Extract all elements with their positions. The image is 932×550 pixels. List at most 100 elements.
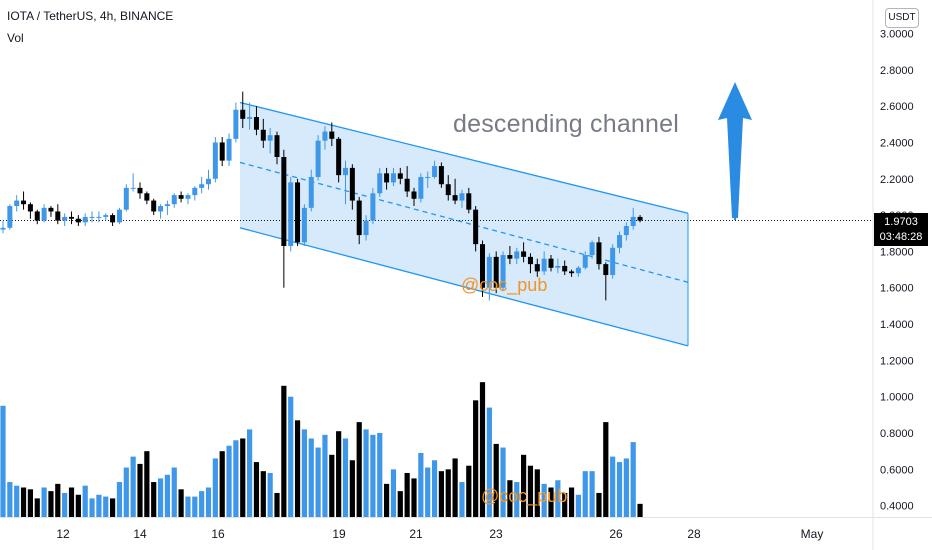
candle-body — [432, 166, 438, 177]
volume-bar — [226, 445, 232, 517]
volume-bar — [233, 440, 239, 517]
candle-body — [123, 187, 129, 210]
volume-bar — [637, 503, 643, 517]
candle-body — [384, 173, 390, 183]
candle-body — [301, 207, 307, 243]
x-tick-label: May — [801, 527, 824, 541]
volume-bar — [384, 483, 390, 517]
volume-bar — [404, 472, 410, 517]
candle-body — [62, 216, 68, 221]
last-price-value: 1.9703 — [884, 216, 918, 228]
volume-bar — [68, 487, 75, 517]
y-tick-label: 1.6000 — [880, 283, 914, 295]
volume-bar — [199, 491, 205, 517]
x-tick-label: 21 — [409, 527, 423, 541]
candle-body — [521, 251, 527, 257]
candle-body — [116, 209, 122, 223]
volume-bar — [41, 487, 47, 517]
x-tick-label: 16 — [211, 527, 225, 541]
volume-bar — [274, 492, 280, 517]
volume-bar — [240, 438, 246, 517]
volume-bar — [212, 458, 218, 517]
volume-bar — [130, 456, 136, 517]
volume-bar — [27, 489, 33, 517]
watermark-volume: @coc_pub — [481, 486, 568, 506]
volume-bar — [157, 478, 164, 517]
candle-body — [623, 225, 629, 236]
chart-title: IOTA / TetherUS, 4h, BINANCE — [7, 9, 174, 23]
candle-body — [630, 216, 636, 226]
candle-body — [274, 135, 280, 157]
volume-bar — [144, 451, 150, 517]
candle-body — [295, 182, 301, 243]
bullish-arrow — [718, 82, 752, 220]
candle-body — [377, 173, 383, 194]
candle-body — [96, 216, 102, 218]
candle-body — [315, 140, 321, 177]
candle-body — [582, 255, 588, 268]
x-tick-label: 26 — [609, 527, 623, 541]
volume-bar — [336, 431, 342, 517]
volume-bar — [541, 483, 547, 517]
candle-body — [69, 216, 74, 219]
candle-body — [411, 191, 417, 199]
volume-bar — [589, 471, 595, 517]
volume-bar — [466, 465, 472, 517]
volume-bar — [548, 487, 554, 517]
volume-bar — [596, 492, 602, 517]
last-price-badge: 1.9703 03:48:28 — [874, 213, 928, 246]
candle-body — [617, 235, 622, 248]
x-tick-label: 28 — [687, 527, 701, 541]
candle-body — [206, 178, 211, 185]
candle-body — [438, 166, 444, 185]
candle-body — [137, 187, 143, 194]
candle-body — [247, 117, 253, 119]
volume-bar — [116, 482, 123, 517]
volume-bar — [308, 438, 314, 517]
candle-body — [500, 255, 506, 288]
candle-body — [151, 200, 157, 212]
candle-body — [356, 200, 362, 236]
volume-bar — [555, 480, 561, 517]
candle-body — [34, 211, 40, 221]
volume-bar — [418, 452, 424, 517]
candle-body — [610, 247, 616, 276]
volume-bar — [185, 496, 191, 517]
volume-bar — [219, 451, 225, 517]
volume-bar — [253, 462, 260, 517]
volume-bar — [527, 465, 534, 517]
watermark-price: @coc_pub — [461, 275, 548, 295]
y-tick-label: 1.4000 — [880, 319, 914, 331]
candle-body — [575, 267, 581, 274]
candle-body — [48, 207, 54, 212]
candle-body — [466, 193, 472, 210]
arrow-head — [718, 82, 752, 218]
volume-bar — [151, 482, 157, 517]
x-tick-label: 14 — [133, 527, 147, 541]
volume-bar — [301, 429, 307, 517]
volume-bar — [110, 498, 116, 517]
candle-body — [199, 184, 205, 188]
volume-bar — [630, 442, 636, 517]
candle-body — [130, 187, 136, 189]
volume-bar — [82, 485, 88, 517]
candle-body — [82, 216, 88, 223]
volume-bar — [178, 489, 184, 517]
candle-body — [267, 135, 273, 141]
candle-body — [253, 117, 259, 130]
candle-body — [390, 173, 396, 183]
volume-bar — [616, 462, 623, 517]
volume-bar — [610, 456, 616, 517]
currency-button[interactable]: USDT — [885, 8, 919, 28]
y-tick-label: 0.8000 — [880, 428, 914, 440]
candle-body — [281, 156, 287, 246]
volume-bar — [603, 422, 609, 517]
candle-body — [185, 195, 191, 199]
candle-body — [534, 264, 540, 272]
candle-body — [397, 173, 403, 179]
volume-bar — [459, 482, 465, 517]
volume-bar — [377, 433, 383, 517]
candle-body — [75, 218, 81, 223]
volume-bar — [473, 400, 479, 517]
